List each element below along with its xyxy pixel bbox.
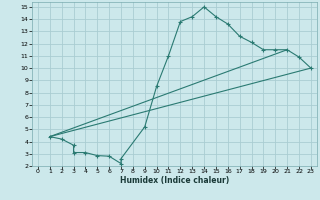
X-axis label: Humidex (Indice chaleur): Humidex (Indice chaleur)	[120, 176, 229, 185]
